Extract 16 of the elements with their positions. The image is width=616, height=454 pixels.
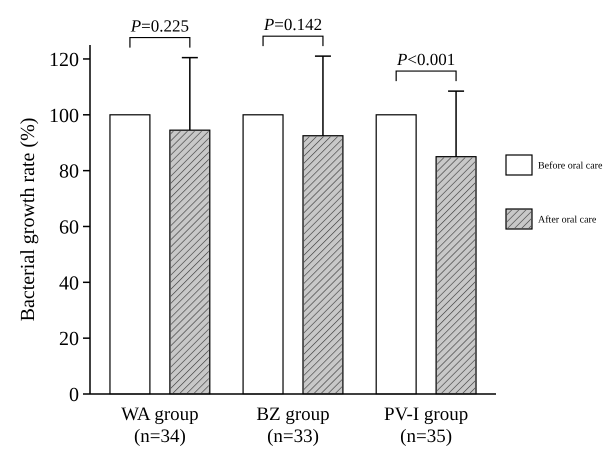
legend-label: After oral care: [538, 214, 597, 226]
x-tick-label: PV-I group (n=35): [384, 404, 468, 447]
legend-label: Before oral care: [538, 160, 603, 172]
annotation: P<0.001: [396, 50, 456, 70]
y-tick-label: 60: [59, 216, 79, 238]
x-tick-label: BZ group (n=33): [256, 404, 330, 447]
y-tick-label: 20: [59, 328, 79, 350]
text: P=0.142: [262, 15, 322, 34]
y-tick-label: 80: [59, 160, 79, 183]
y-tick-label: 100: [49, 104, 79, 127]
text: P=0.225: [130, 16, 189, 36]
y-tick-label: 120: [49, 48, 79, 71]
x-tick-label: WA group (n=34): [121, 404, 199, 447]
y-axis-title: Bacterial growth rate (%): [17, 118, 39, 322]
y-tick-label: 40: [59, 272, 79, 294]
y-tick-label: 0: [69, 384, 79, 406]
